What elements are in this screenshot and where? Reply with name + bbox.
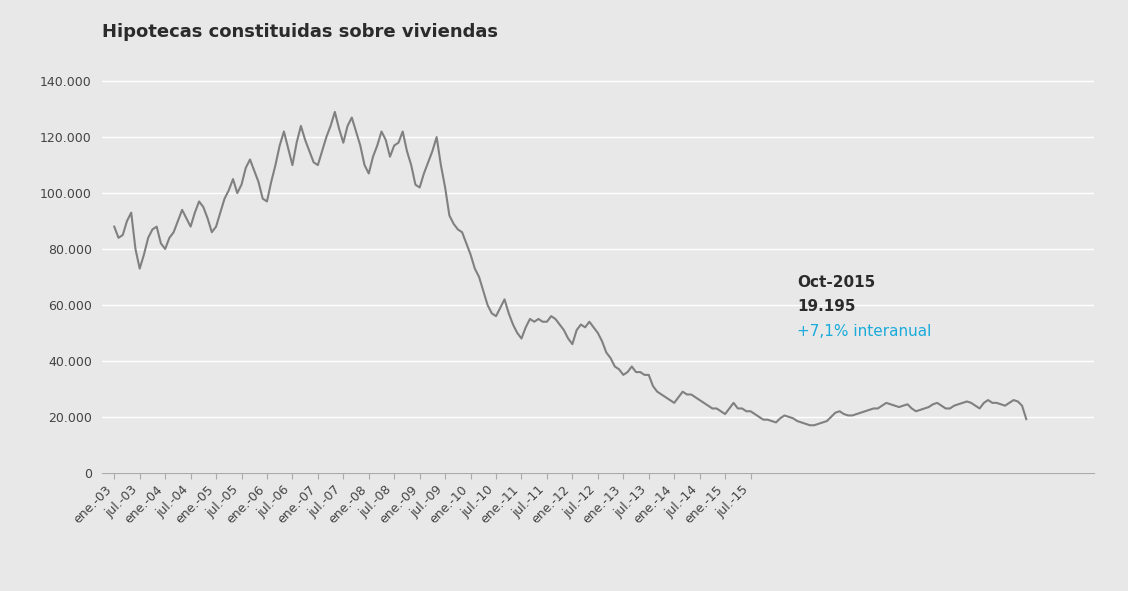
Text: 19.195: 19.195 (797, 299, 856, 314)
Text: Hipotecas constituidas sobre viviendas: Hipotecas constituidas sobre viviendas (102, 22, 497, 41)
Text: +7,1% interanual: +7,1% interanual (797, 324, 932, 339)
Text: Oct-2015: Oct-2015 (797, 275, 875, 290)
